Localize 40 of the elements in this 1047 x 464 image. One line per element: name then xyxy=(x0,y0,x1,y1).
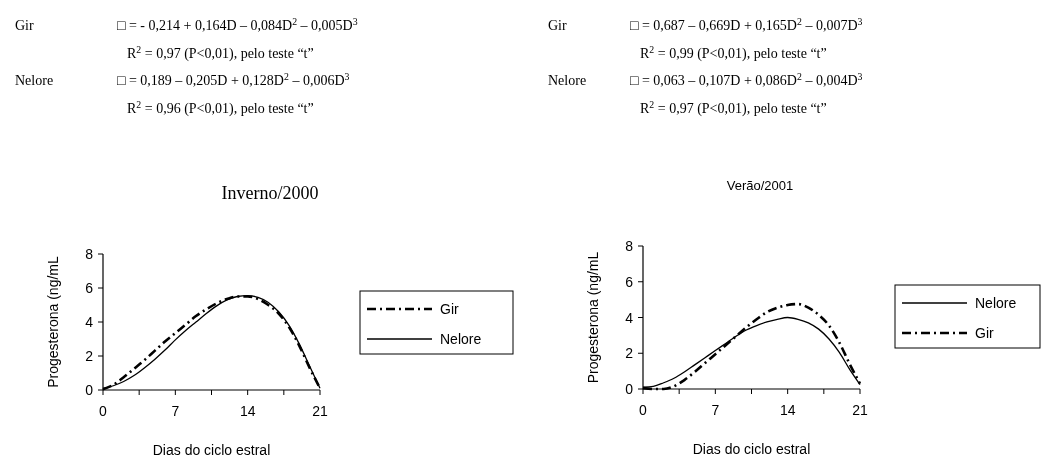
y-tick-label: 0 xyxy=(85,382,94,398)
text: Nelore xyxy=(15,73,54,88)
text: R$^{2}$ = 0,96 (P<0,01), pelo teste “t” xyxy=(127,98,314,117)
x-tick-label: 21 xyxy=(852,402,868,418)
text: □ = 0,687 – 0,669D + 0,165D$^{2}$ – 0,007D$^{3}$ xyxy=(630,15,863,33)
x-axis-title: Dias do ciclo estral xyxy=(692,441,811,457)
x-tick-label: 0 xyxy=(639,402,648,418)
text: □ = - 0,214 + 0,164D – 0,084D$^{2}$ – 0,005D$^{3}$ xyxy=(117,15,358,33)
text: □ = 0,063 – 0,107D + 0,086D$^{2}$ – 0,004D$^{3}$ xyxy=(630,70,863,88)
legend-label: Nelore xyxy=(440,331,482,347)
legend-label: Nelore xyxy=(975,295,1017,311)
y-tick-label: 8 xyxy=(85,246,94,262)
y-tick-label: 6 xyxy=(85,280,94,296)
y-tick-label: 4 xyxy=(85,314,94,330)
y-tick-label: 2 xyxy=(85,348,94,364)
x-tick-label: 7 xyxy=(711,402,720,418)
x-tick-label: 14 xyxy=(779,402,796,418)
x-tick-label: 21 xyxy=(312,403,328,419)
text: R$^{2}$ = 0,99 (P<0,01), pelo teste “t” xyxy=(640,43,827,62)
text: Nelore xyxy=(548,73,587,88)
y-tick-label: 0 xyxy=(625,381,634,397)
x-tick-label: 0 xyxy=(99,403,108,419)
text: R$^{2}$ = 0,97 (P<0,01), pelo teste “t” xyxy=(640,98,827,117)
y-tick-label: 8 xyxy=(625,238,634,254)
text: R$^{2}$ = 0,97 (P<0,01), pelo teste “t” xyxy=(127,43,314,62)
text: Gir xyxy=(548,18,567,33)
x-tick-label: 14 xyxy=(239,403,256,419)
legend-label: Gir xyxy=(440,301,459,317)
y-axis-title: Progesterona (ng/mL xyxy=(585,251,601,384)
chart-title: Inverno/2000 xyxy=(221,183,319,203)
legend-label: Gir xyxy=(975,325,994,341)
x-tick-label: 7 xyxy=(171,403,180,419)
y-tick-label: 6 xyxy=(625,273,634,290)
chart-title: Verão/2001 xyxy=(726,178,794,193)
x-axis-title: Dias do ciclo estral xyxy=(152,442,271,458)
y-tick-label: 4 xyxy=(625,309,634,326)
text: Gir xyxy=(15,18,34,33)
y-tick-label: 2 xyxy=(625,345,634,362)
y-axis-title: Progesterona (ng/mL xyxy=(45,256,61,388)
text: □ = 0,189 – 0,205D + 0,128D$^{2}$ – 0,006D$^{3}$ xyxy=(117,70,350,88)
